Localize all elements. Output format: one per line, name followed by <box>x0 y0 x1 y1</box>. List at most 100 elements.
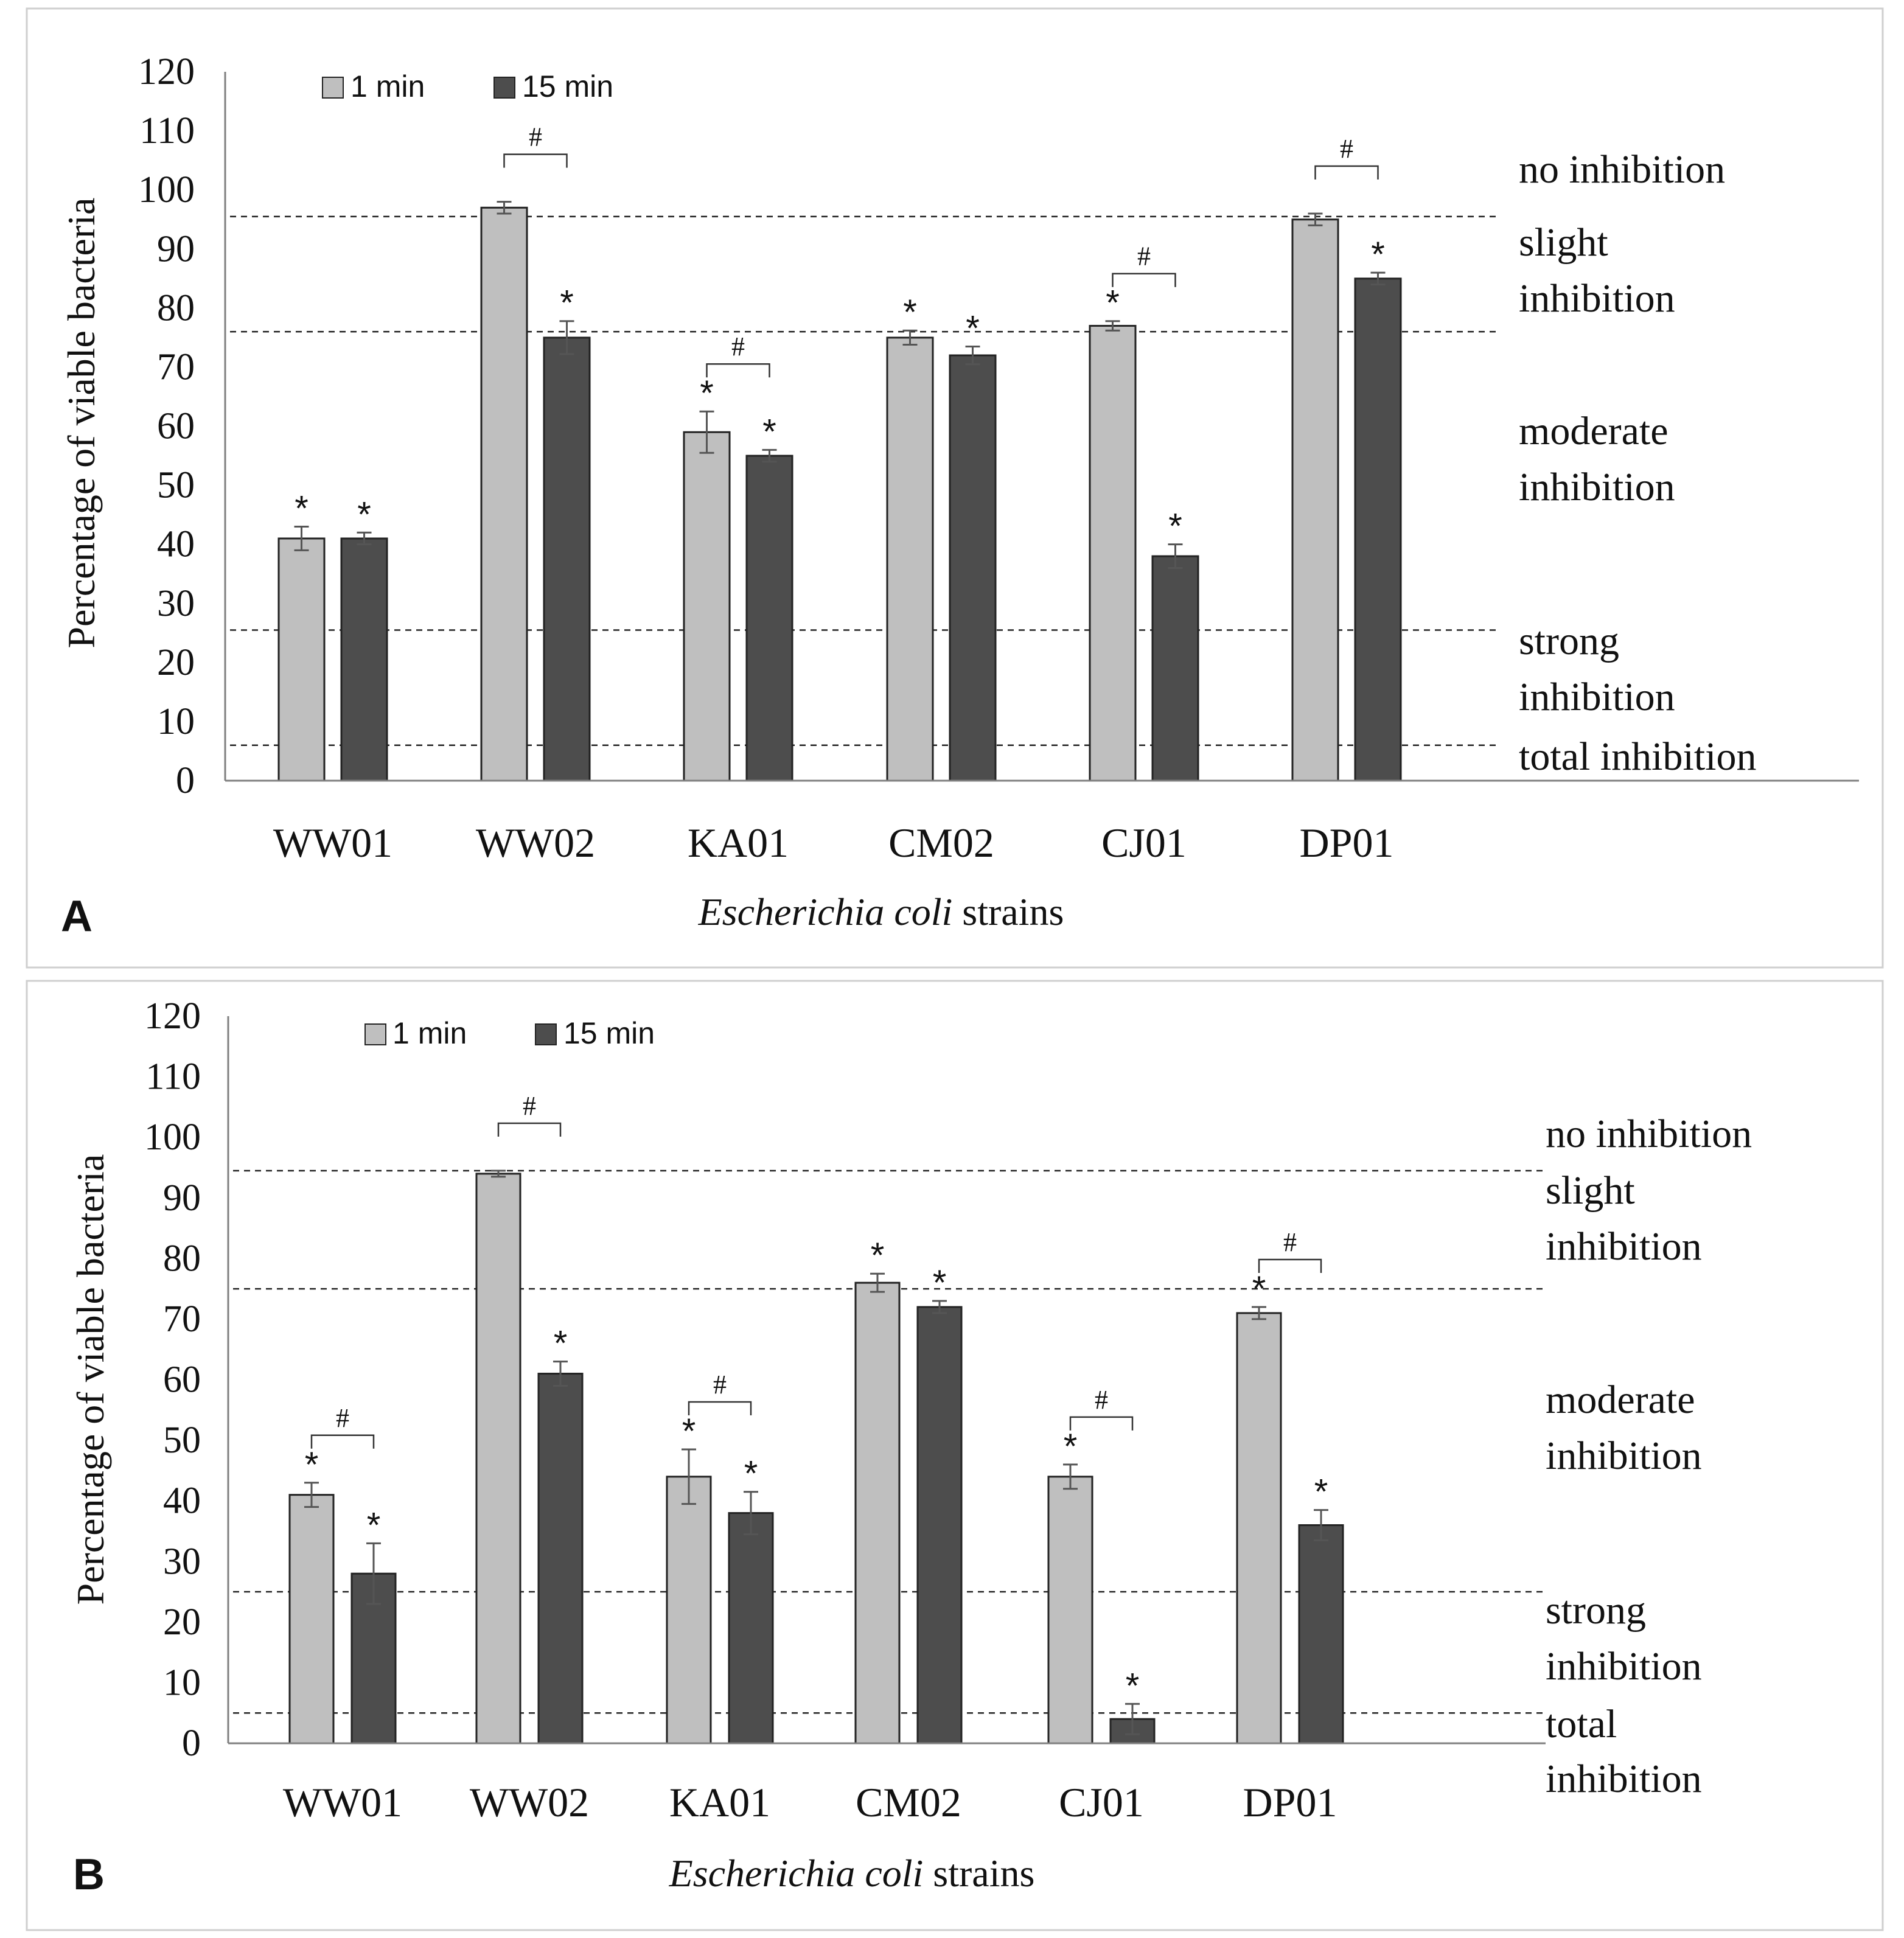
hash-marker: # <box>1095 1385 1108 1415</box>
hash-marker: # <box>1283 1227 1297 1257</box>
y-tick-label: 110 <box>145 1056 201 1098</box>
comparison-bracket <box>503 153 568 168</box>
y-tick-label: 120 <box>138 51 195 92</box>
panel-b-bars <box>288 1169 1344 1745</box>
legend-label-1min: 1 min <box>392 1016 467 1050</box>
category-label: CM02 <box>856 1779 961 1825</box>
category-label: KA01 <box>688 820 789 866</box>
significance-star: * <box>1064 1427 1078 1466</box>
bar <box>683 431 731 782</box>
band-label: inhibition <box>1546 1224 1702 1269</box>
band-label: inhibition <box>1546 1434 1702 1478</box>
band-label: strong <box>1546 1588 1646 1633</box>
band-label: moderate <box>1519 409 1669 453</box>
y-tick-label: 30 <box>163 1541 201 1582</box>
legend-swatch-15min <box>535 1023 557 1045</box>
band-label: moderate <box>1546 1378 1695 1422</box>
y-tick-label: 40 <box>163 1480 201 1522</box>
panel-b-band-labels: no inhibition slight inhibition moderate inh… <box>1546 1112 1752 1801</box>
y-tick-label: 0 <box>182 1723 201 1764</box>
comparison-bracket <box>1258 1258 1322 1273</box>
panel-a-bars <box>277 201 1402 782</box>
panel-b-annotations: * * * * * * * * * * * # # # # # <box>305 1091 1328 1706</box>
bar <box>916 1306 963 1745</box>
panel-a-band-labels: no inhibition slight inhibition moderate inh… <box>1519 147 1757 779</box>
panel-a-x-axis-title: Escherichia coli strains <box>698 890 1064 933</box>
y-tick-label: 40 <box>157 524 195 565</box>
significance-star: * <box>700 374 714 413</box>
panel-a-threshold-lines <box>230 215 1498 746</box>
significance-star: * <box>966 308 980 348</box>
panel-a-legend: 1 min 15 min <box>322 69 613 103</box>
y-tick-label: 100 <box>138 169 195 211</box>
panel-b-legend: 1 min 15 min <box>364 1016 655 1050</box>
category-label: CM02 <box>888 820 994 866</box>
bar <box>475 1173 521 1745</box>
band-label: strong <box>1519 619 1619 663</box>
bar <box>340 537 388 782</box>
panel-a-y-ticks: 0 10 20 30 40 50 60 70 80 90 100 110 120 <box>138 51 195 801</box>
significance-star: * <box>903 293 917 332</box>
y-tick-label: 90 <box>163 1177 201 1219</box>
hash-marker: # <box>1137 242 1151 271</box>
category-label: DP01 <box>1300 820 1394 866</box>
category-label: CJ01 <box>1059 1779 1144 1825</box>
band-label: no inhibition <box>1519 147 1725 192</box>
category-label: DP01 <box>1243 1779 1337 1825</box>
y-tick-label: 80 <box>163 1238 201 1279</box>
hash-marker: # <box>1340 134 1353 164</box>
significance-star: * <box>1168 507 1182 546</box>
significance-star: * <box>933 1263 947 1303</box>
significance-star: * <box>1252 1269 1266 1309</box>
significance-star: * <box>295 489 309 529</box>
legend-label-15min: 15 min <box>522 69 613 103</box>
band-label: inhibition <box>1519 276 1675 321</box>
significance-star: * <box>305 1445 319 1485</box>
bar <box>1047 1476 1093 1745</box>
significance-star: * <box>1106 284 1120 323</box>
x-title-italic: Escherichia coli <box>698 890 953 933</box>
legend-swatch-1min <box>322 77 344 99</box>
hash-marker: # <box>529 122 542 152</box>
band-label: slight <box>1546 1168 1635 1213</box>
hash-marker: # <box>523 1091 536 1121</box>
panel-b-y-axis-title: Percentage of viable bacteria <box>69 1154 112 1605</box>
comparison-bracket <box>1069 1416 1134 1431</box>
significance-star: * <box>367 1505 381 1545</box>
comparison-bracket <box>706 363 770 378</box>
category-label: WW02 <box>476 820 595 866</box>
band-label: no inhibition <box>1546 1112 1752 1156</box>
category-label: CJ01 <box>1101 820 1187 866</box>
significance-star: * <box>1314 1473 1328 1512</box>
band-label: inhibition <box>1546 1757 1702 1801</box>
band-label: inhibition <box>1519 465 1675 509</box>
bar <box>949 354 997 782</box>
bar <box>1291 218 1339 782</box>
bar <box>1298 1524 1344 1745</box>
bar <box>537 1373 584 1745</box>
bar <box>728 1512 774 1745</box>
band-label: inhibition <box>1546 1644 1702 1689</box>
significance-star: * <box>1371 235 1385 274</box>
significance-star: * <box>762 412 776 451</box>
bar <box>1089 324 1137 782</box>
y-tick-label: 120 <box>144 995 201 1037</box>
y-tick-label: 80 <box>157 287 195 329</box>
comparison-bracket <box>1112 273 1176 287</box>
panel-b-letter: B <box>73 1850 105 1899</box>
panel-b-x-axis-title: Escherichia coli strains <box>669 1852 1035 1895</box>
y-tick-label: 100 <box>144 1117 201 1158</box>
bar <box>480 206 528 782</box>
bar <box>854 1281 901 1745</box>
significance-star: * <box>560 284 574 323</box>
panel-b-y-ticks: 0 10 20 30 40 50 60 70 80 90 100 110 120 <box>144 995 201 1764</box>
bar <box>1354 277 1402 782</box>
x-title-rest: strains <box>952 890 1064 933</box>
category-label: KA01 <box>669 1779 770 1825</box>
band-label: total <box>1546 1702 1617 1746</box>
y-tick-label: 20 <box>163 1602 201 1643</box>
bar <box>745 455 793 782</box>
y-tick-label: 10 <box>157 701 195 742</box>
legend-label-1min: 1 min <box>350 69 425 103</box>
